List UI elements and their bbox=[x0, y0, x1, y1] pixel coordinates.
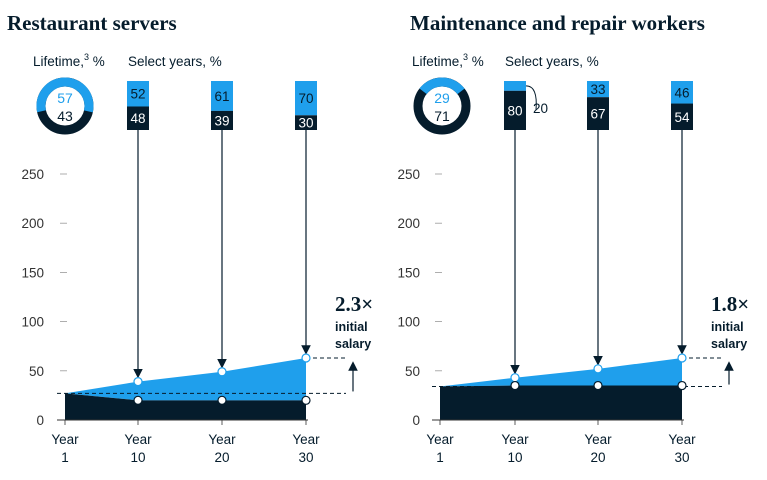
x-tick-label-bottom: 30 bbox=[674, 450, 689, 465]
lifetime-superscript: 3 bbox=[463, 52, 468, 62]
series-area-base bbox=[440, 385, 682, 420]
data-point-base bbox=[677, 380, 687, 391]
select-year-bar-bottom bbox=[671, 103, 693, 130]
x-tick-label-top: Year bbox=[124, 432, 152, 447]
select-year-bar-top bbox=[587, 81, 609, 98]
data-point-base bbox=[217, 395, 227, 405]
x-tick-label-top: Year bbox=[668, 432, 696, 447]
data-point-base bbox=[510, 380, 520, 391]
select-year-label-top: 52 bbox=[130, 87, 145, 102]
lifetime-label-text: Lifetime, bbox=[412, 54, 463, 69]
x-tick-label-bottom: 30 bbox=[298, 450, 313, 465]
y-tick-label: 0 bbox=[412, 413, 420, 428]
donut-arc-share bbox=[36, 77, 94, 135]
select-year-bar-bottom bbox=[504, 90, 526, 130]
select-year-label-top: 46 bbox=[674, 85, 689, 100]
y-tick-label: 100 bbox=[21, 315, 44, 330]
multiplier-note-1: initial bbox=[335, 320, 368, 334]
multiplier-note-1: initial bbox=[711, 320, 744, 334]
x-tick-label-top: Year bbox=[584, 432, 612, 447]
select-year-label-top: 33 bbox=[590, 82, 605, 97]
multiplier-note-2: salary bbox=[711, 337, 747, 351]
x-tick-label-top: Year bbox=[208, 432, 236, 447]
select-years-label: Select years, % bbox=[505, 54, 599, 69]
x-tick-label-bottom: 10 bbox=[507, 450, 522, 465]
donut-label-bottom: 71 bbox=[434, 108, 450, 124]
x-tick-label-top: Year bbox=[501, 432, 529, 447]
data-point-total bbox=[677, 353, 687, 363]
select-year-bar-bottom bbox=[127, 106, 149, 130]
select-year-bar-top bbox=[211, 81, 233, 111]
data-point-base bbox=[133, 395, 143, 405]
panel-restaurant-servers: Restaurant servers Lifetime,3 % Select yea… bbox=[7, 11, 373, 465]
data-point-total bbox=[593, 364, 603, 374]
y-tick-label: 50 bbox=[29, 364, 44, 379]
x-tick-label-top: Year bbox=[426, 432, 454, 447]
select-year-bar-top bbox=[671, 81, 693, 104]
select-year-label-bottom: 67 bbox=[590, 107, 605, 122]
lifetime-unit: % bbox=[468, 54, 484, 69]
y-tick-label: 150 bbox=[21, 265, 44, 280]
select-year-label-bottom: 54 bbox=[674, 110, 690, 125]
y-tick-label: 50 bbox=[405, 364, 420, 379]
x-tick-label-bottom: 10 bbox=[130, 450, 145, 465]
select-years-label: Select years, % bbox=[128, 54, 222, 69]
lifetime-label-text: Lifetime, bbox=[33, 54, 84, 69]
y-tick-label: 100 bbox=[397, 315, 420, 330]
data-point-total bbox=[217, 367, 227, 377]
select-year-bar-bottom bbox=[211, 110, 233, 130]
select-year-label-bottom: 80 bbox=[507, 103, 522, 118]
select-year-label-top: 70 bbox=[298, 91, 313, 106]
lifetime-label: Lifetime,3 % bbox=[33, 52, 105, 69]
x-tick-label-top: Year bbox=[51, 432, 79, 447]
y-tick-label: 200 bbox=[21, 216, 44, 231]
multiplier-value: 2.3× bbox=[335, 292, 373, 316]
data-point-total bbox=[510, 373, 520, 383]
x-tick-label-bottom: 20 bbox=[214, 450, 229, 465]
data-point-total bbox=[301, 353, 311, 363]
lifetime-superscript: 3 bbox=[84, 52, 89, 62]
data-point-base bbox=[593, 380, 603, 391]
select-year-callout bbox=[525, 85, 537, 110]
select-year-bar-bottom bbox=[295, 115, 317, 130]
select-year-label-bottom: 48 bbox=[130, 111, 145, 126]
x-tick-label-top: Year bbox=[292, 432, 320, 447]
donut-label-bottom: 43 bbox=[57, 108, 73, 124]
select-year-bar-bottom bbox=[587, 97, 609, 130]
select-year-label-top: 61 bbox=[214, 89, 229, 104]
donut-arc-share bbox=[413, 77, 471, 135]
select-year-bar-top bbox=[504, 81, 526, 91]
y-tick-label: 250 bbox=[397, 167, 420, 182]
panel-title: Maintenance and repair workers bbox=[410, 11, 705, 35]
data-point-total bbox=[133, 377, 143, 387]
y-tick-label: 0 bbox=[36, 413, 44, 428]
multiplier-value: 1.8× bbox=[711, 292, 749, 316]
select-year-bar-top bbox=[295, 81, 317, 116]
y-tick-label: 250 bbox=[21, 167, 44, 182]
x-tick-label-bottom: 1 bbox=[436, 450, 444, 465]
panel-title: Restaurant servers bbox=[7, 11, 177, 35]
select-year-bar-top bbox=[127, 81, 149, 107]
select-year-label-top: 20 bbox=[533, 101, 548, 116]
series-area-increase bbox=[440, 358, 682, 387]
x-tick-label-bottom: 1 bbox=[61, 450, 69, 465]
series-area-base bbox=[65, 393, 306, 420]
donut-label-top: 57 bbox=[57, 90, 73, 106]
x-tick-label-bottom: 20 bbox=[590, 450, 605, 465]
lifetime-label: Lifetime,3 % bbox=[412, 52, 484, 69]
select-year-label-bottom: 30 bbox=[298, 116, 313, 131]
panel-maintenance-repair-workers: Maintenance and repair workersLifetime,3… bbox=[397, 11, 749, 465]
select-year-label-bottom: 39 bbox=[214, 113, 229, 128]
donut-label-top: 29 bbox=[434, 90, 450, 106]
y-tick-label: 150 bbox=[397, 265, 420, 280]
data-point-base bbox=[301, 395, 311, 405]
series-area-increase bbox=[65, 358, 306, 401]
lifetime-unit: % bbox=[89, 54, 105, 69]
y-tick-label: 200 bbox=[397, 216, 420, 231]
multiplier-note-2: salary bbox=[335, 337, 371, 351]
